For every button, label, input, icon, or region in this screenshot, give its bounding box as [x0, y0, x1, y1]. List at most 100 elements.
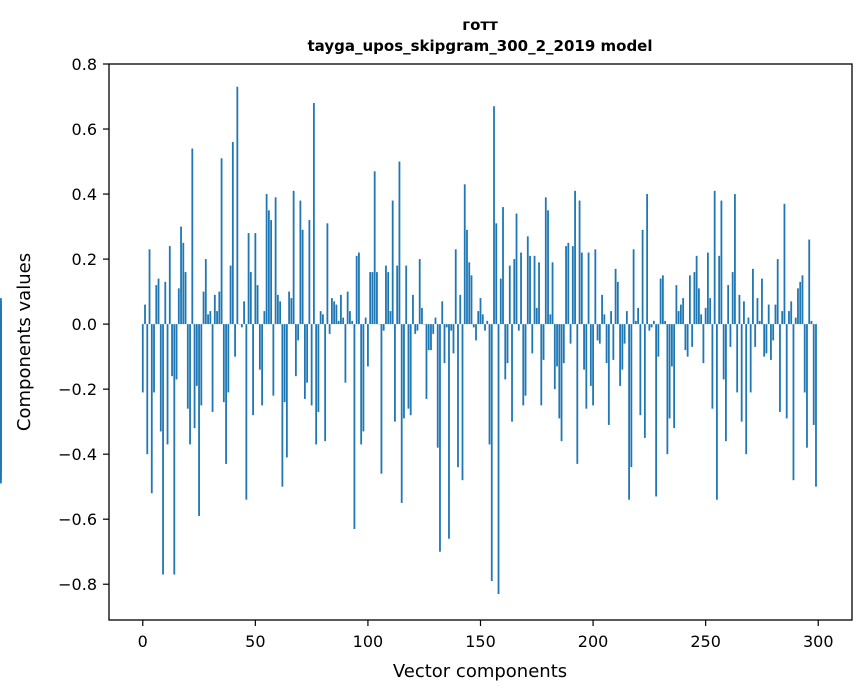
bar — [200, 324, 203, 406]
bar — [303, 324, 306, 399]
bar — [650, 324, 653, 328]
bar — [306, 324, 309, 383]
bar — [418, 259, 421, 325]
bar — [342, 317, 345, 325]
bar — [729, 324, 732, 347]
bar — [349, 311, 351, 325]
bar — [812, 324, 815, 425]
bar — [632, 249, 635, 325]
bar — [353, 324, 356, 529]
bar — [619, 324, 621, 386]
bar — [254, 233, 257, 325]
x-tick-label: 150 — [465, 632, 496, 651]
bar — [513, 259, 516, 325]
bar — [346, 291, 349, 325]
bar — [616, 281, 619, 325]
bar — [664, 320, 667, 325]
bar — [425, 324, 428, 399]
bar — [321, 314, 324, 325]
bar — [430, 324, 432, 351]
bar — [497, 324, 500, 594]
bar — [630, 324, 633, 468]
y-tick-label: 0.4 — [72, 185, 97, 204]
bar — [531, 324, 534, 354]
x-tick-label: 50 — [245, 632, 265, 651]
bar — [312, 103, 315, 325]
bar — [452, 324, 455, 354]
bar — [421, 307, 423, 325]
bar — [227, 324, 230, 393]
bar — [412, 294, 414, 325]
plot-frame — [108, 63, 853, 621]
bar — [803, 324, 806, 393]
bar — [770, 324, 772, 360]
bar — [761, 278, 763, 325]
y-tick-label: −0.6 — [58, 510, 97, 529]
x-axis-label: Vector components — [393, 661, 567, 682]
bar — [603, 314, 606, 325]
bar — [594, 249, 597, 325]
bar — [285, 324, 288, 458]
bar — [495, 223, 498, 325]
bar — [774, 304, 777, 325]
x-tick-label: 300 — [803, 632, 834, 651]
bar — [288, 291, 291, 325]
bar — [686, 324, 689, 357]
bar — [713, 190, 716, 325]
bar — [522, 324, 525, 406]
bar — [763, 324, 766, 357]
bar — [301, 229, 304, 325]
bar — [526, 236, 529, 325]
bar — [396, 265, 399, 325]
bar — [475, 324, 477, 341]
bar — [718, 255, 721, 325]
bar — [148, 249, 151, 325]
y-tick-label: 0.8 — [72, 55, 97, 74]
bar — [461, 324, 464, 481]
bar — [434, 317, 437, 325]
bar — [772, 324, 775, 341]
bar — [524, 324, 527, 396]
bar — [614, 268, 617, 325]
y-tick-label: −0.2 — [58, 380, 97, 399]
bar — [695, 255, 698, 325]
bar — [387, 272, 390, 325]
bar — [508, 265, 511, 325]
bar — [553, 324, 556, 390]
bar — [441, 301, 444, 325]
bar — [623, 324, 626, 344]
bar — [385, 265, 387, 325]
bar — [168, 246, 171, 325]
bar — [666, 324, 669, 455]
bar — [643, 324, 646, 438]
bar — [380, 324, 383, 474]
bar — [222, 324, 225, 403]
bar — [707, 252, 709, 325]
bar — [195, 324, 198, 386]
bar — [240, 324, 243, 328]
bar — [182, 242, 185, 325]
bar — [382, 324, 385, 331]
bar — [634, 320, 637, 325]
y-tick-label: −0.8 — [58, 575, 97, 594]
bar — [218, 291, 221, 325]
y-tick-label: 0.0 — [72, 315, 97, 334]
bar — [360, 324, 363, 445]
bar — [407, 324, 410, 409]
bar — [400, 324, 403, 503]
bar — [367, 324, 369, 367]
bar — [700, 314, 703, 325]
bar — [466, 229, 468, 325]
bar — [538, 262, 540, 325]
bar — [788, 311, 790, 325]
x-axis-ticks: 0 50 100 150 200 250 300 — [138, 620, 834, 651]
bar — [551, 262, 554, 325]
bar — [745, 324, 748, 455]
bar — [427, 324, 430, 351]
bar — [668, 324, 671, 419]
bar — [556, 324, 558, 367]
bar — [267, 210, 270, 325]
bar — [736, 324, 739, 393]
bar — [340, 294, 342, 325]
bar — [799, 281, 802, 325]
